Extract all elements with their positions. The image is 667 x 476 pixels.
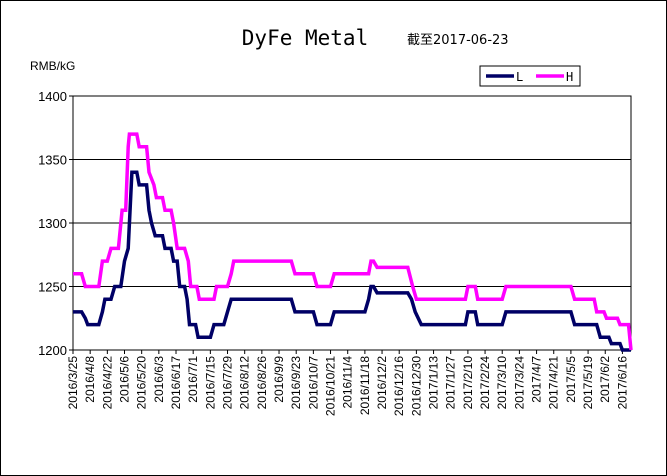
x-tick-label: 2016/10/7 <box>306 356 320 410</box>
x-tick-label: 2016/4/22 <box>100 356 114 410</box>
x-tick-label: 2016/9/23 <box>289 356 303 410</box>
x-tick-label: 2016/5/6 <box>118 356 132 403</box>
x-tick-label: 2017/6/2 <box>598 356 612 403</box>
x-tick-label: 2017/2/24 <box>478 356 492 410</box>
x-tick-label: 2016/4/8 <box>83 356 97 403</box>
y-tick-label: 1350 <box>38 153 67 168</box>
x-tick-label: 2017/5/5 <box>564 356 578 403</box>
x-tick-label: 2016/11/4 <box>341 356 355 409</box>
y-tick-label: 1200 <box>38 343 67 358</box>
series-line-L <box>73 170 631 352</box>
y-tick-label: 1250 <box>38 280 67 295</box>
legend-label-L: L <box>516 70 523 84</box>
y-axis: 1200 1250 1300 1350 1400 <box>38 89 73 358</box>
y-tick-label: 1300 <box>38 216 67 231</box>
x-tick-label: 2016/12/16 <box>392 356 406 416</box>
legend-label-H: H <box>566 70 573 84</box>
x-tick-label: 2016/6/3 <box>152 356 166 403</box>
series-line-H <box>73 132 633 351</box>
x-axis: 2016/3/25 2016/4/8 2016/4/22 2016/5/6 2016/5… <box>66 350 629 416</box>
x-tick-label: 2016/8/26 <box>255 356 269 410</box>
x-tick-label: 2016/12/30 <box>409 356 423 416</box>
x-tick-label: 2017/1/13 <box>427 356 441 410</box>
x-tick-label: 2016/8/12 <box>238 356 252 410</box>
series-lines <box>73 132 633 352</box>
x-tick-label: 2017/1/27 <box>444 356 458 410</box>
x-tick-label: 2016/7/15 <box>203 356 217 410</box>
x-tick-label: 2017/3/24 <box>512 356 526 410</box>
x-tick-label: 2016/6/17 <box>169 356 183 410</box>
x-tick-label: 2016/9/9 <box>272 356 286 403</box>
x-tick-label: 2017/5/19 <box>581 356 595 410</box>
x-tick-label: 2016/11/18 <box>358 356 372 415</box>
y-unit-label: RMB/kG <box>30 59 75 73</box>
x-tick-label: 2016/7/29 <box>221 356 235 410</box>
x-tick-label: 2017/3/10 <box>495 356 509 410</box>
chart-subtitle: 截至2017-06-23 <box>407 33 509 48</box>
x-tick-label: 2016/10/21 <box>324 356 338 416</box>
x-tick-label: 2016/5/20 <box>135 356 149 410</box>
x-tick-label: 2016/7/1 <box>186 356 200 403</box>
y-tick-label: 1400 <box>38 89 67 104</box>
legend-box <box>479 65 581 87</box>
x-tick-label: 2017/2/10 <box>461 356 475 410</box>
x-tick-label: 2017/4/21 <box>547 356 561 410</box>
x-tick-label: 2017/6/16 <box>615 356 629 410</box>
chart-title: DyFe Metal <box>242 26 368 50</box>
x-tick-label: 2016/12/2 <box>375 356 389 410</box>
x-tick-label: 2017/4/7 <box>530 356 544 403</box>
x-tick-label: 2016/3/25 <box>66 356 80 410</box>
